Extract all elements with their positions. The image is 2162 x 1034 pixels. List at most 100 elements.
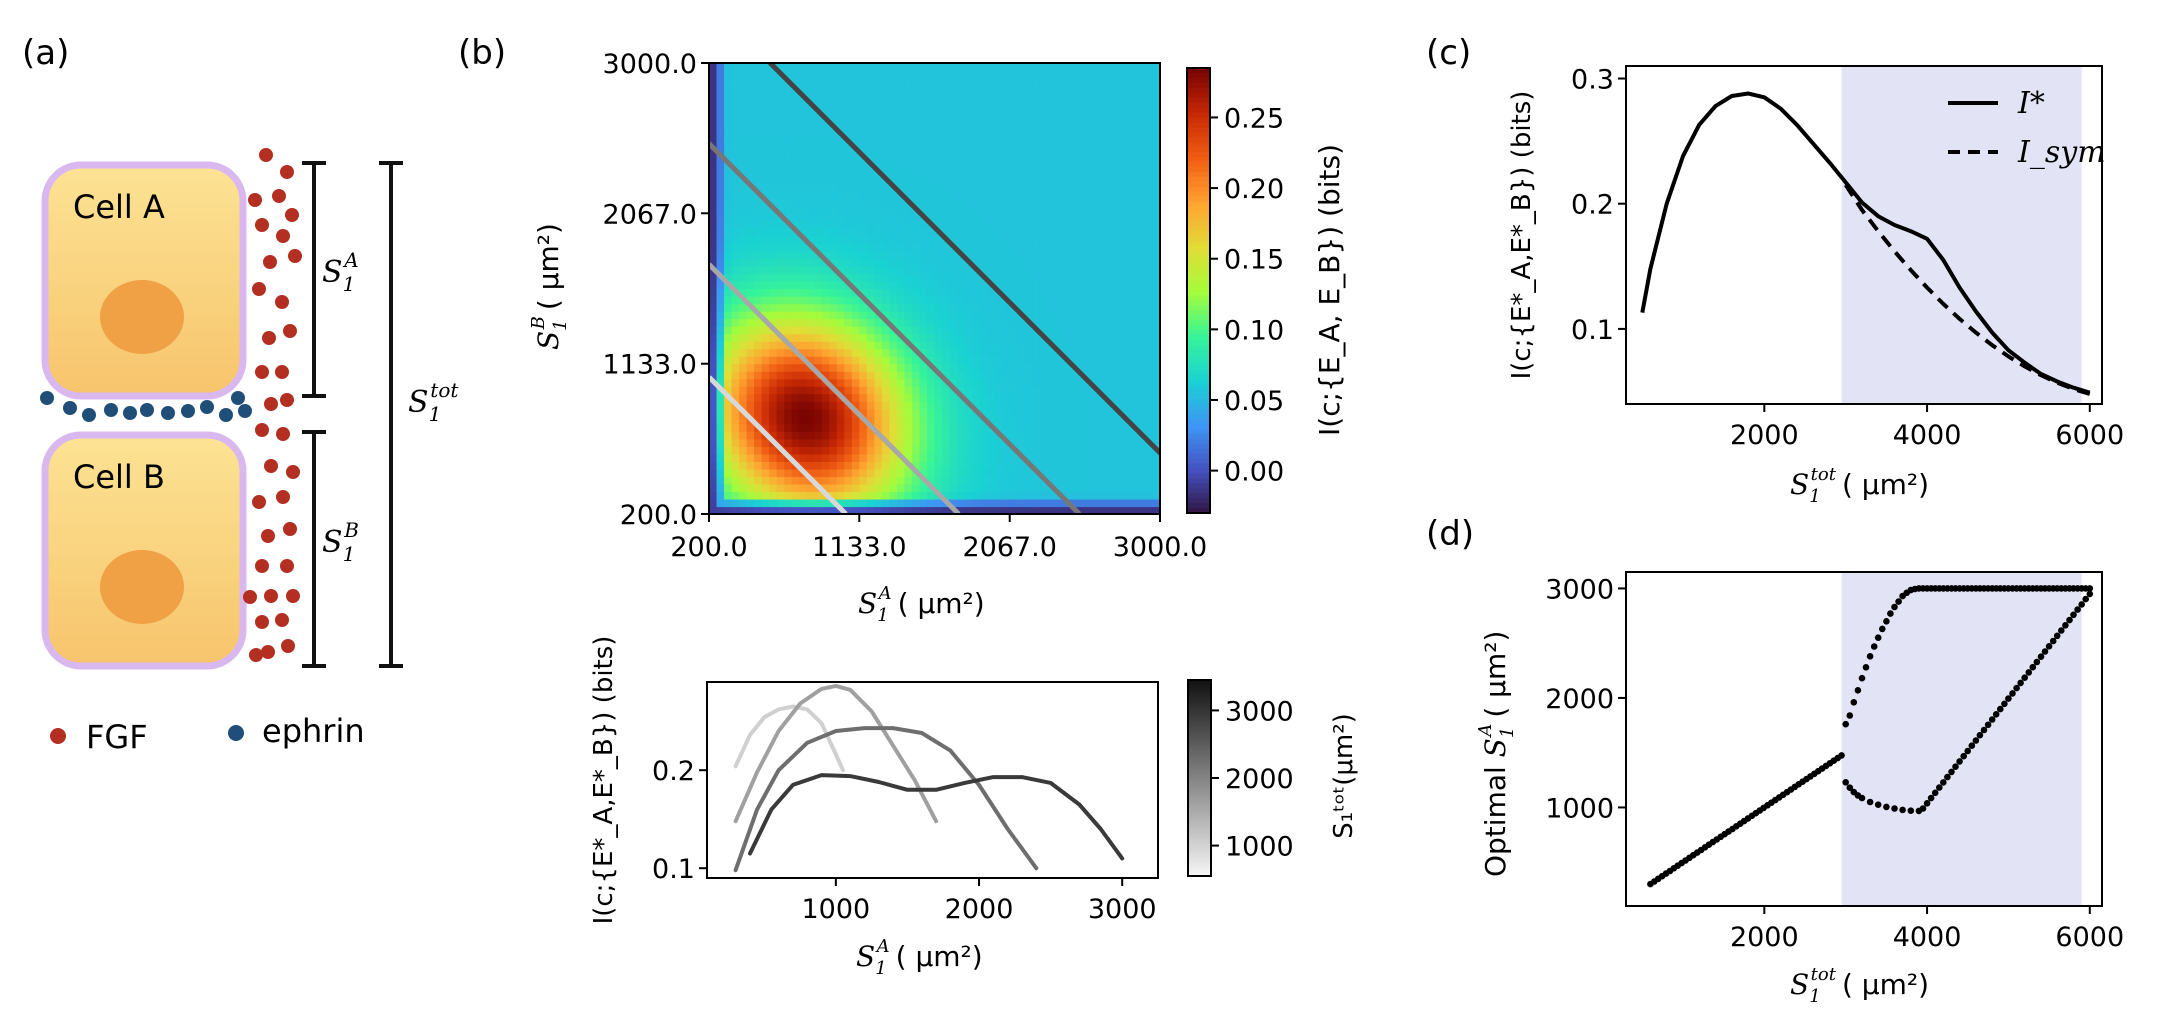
- heatmap-cell: [1062, 491, 1071, 500]
- heatmap-cell: [859, 348, 868, 357]
- heatmap-cell: [919, 228, 928, 237]
- panel-d-point: [2062, 622, 2069, 629]
- heatmap-cell: [1009, 483, 1018, 493]
- heatmap-cell: [911, 476, 921, 485]
- fgf-dot: [255, 423, 269, 437]
- heatmap-cell: [1122, 78, 1131, 87]
- heatmap-cell: [814, 153, 823, 162]
- heatmap-cell: [776, 205, 785, 214]
- panel-d-point: [2001, 700, 2008, 708]
- heatmap-cell: [979, 348, 988, 357]
- heatmap-cell: [1009, 498, 1018, 508]
- heatmap-cell: [1084, 498, 1093, 508]
- heatmap-cell: [851, 356, 860, 365]
- heatmap-cell: [724, 168, 733, 177]
- heatmap-cell: [904, 160, 913, 169]
- heatmap-cell: [1054, 393, 1063, 402]
- heatmap-cell: [904, 243, 913, 252]
- heatmap-cell: [1152, 205, 1160, 214]
- heatmap-cell: [987, 416, 996, 425]
- heatmap-cell: [979, 378, 988, 387]
- heatmap-cell: [926, 280, 936, 290]
- heatmap-cell: [791, 78, 800, 87]
- heatmap-cell: [814, 363, 823, 372]
- heatmap-cell: [724, 416, 733, 425]
- heatmap-cell: [1002, 153, 1011, 162]
- heatmap-cell: [926, 491, 936, 500]
- heatmap-cell: [964, 280, 973, 290]
- heatmap-cell: [829, 205, 838, 214]
- heatmap-cell: [844, 130, 853, 139]
- heatmap-cell: [866, 205, 875, 214]
- heatmap-cell: [716, 85, 725, 94]
- heatmap-cell: [964, 205, 973, 214]
- fgf-dot: [264, 397, 278, 411]
- heatmap-cell: [1114, 296, 1124, 305]
- heatmap-cell: [1107, 205, 1116, 214]
- heatmap-cell: [972, 85, 981, 94]
- heatmap-cell: [1122, 153, 1131, 162]
- heatmap-cell: [799, 363, 808, 372]
- heatmap-cell: [926, 506, 936, 514]
- heatmap-cell: [784, 130, 793, 139]
- heatmap-cell: [836, 401, 845, 410]
- heatmap-cell: [942, 70, 951, 79]
- heatmap-cell: [1009, 341, 1018, 350]
- heatmap-cell: [1032, 341, 1041, 350]
- heatmap-cell: [979, 258, 988, 267]
- heatmap-cell: [1129, 78, 1139, 87]
- heatmap-cell: [1062, 70, 1071, 79]
- heatmap-cell: [859, 446, 868, 455]
- heatmap-cell: [904, 265, 913, 275]
- heatmap-cell: [1009, 438, 1018, 447]
- heatmap-cell: [709, 198, 718, 207]
- heatmap-cell: [904, 168, 913, 177]
- heatmap-cell: [1039, 498, 1048, 508]
- heatmap-cell: [979, 303, 988, 312]
- heatmap-cell: [926, 371, 936, 380]
- heatmap-cell: [1002, 363, 1011, 372]
- heatmap-cell: [791, 250, 800, 260]
- heatmap-cell: [1062, 438, 1071, 447]
- heatmap-cell: [1077, 183, 1086, 192]
- heatmap-cell: [979, 145, 988, 154]
- heatmap-cell: [1047, 386, 1056, 395]
- bracket-s1a-label: S1A: [322, 248, 359, 296]
- heatmap-cell: [814, 446, 823, 455]
- heatmap-cell: [1054, 311, 1063, 320]
- heatmap-cell: [1099, 160, 1108, 169]
- heatmap-cell: [1017, 265, 1026, 275]
- heatmap-cell: [949, 280, 958, 290]
- heatmap-cell: [716, 258, 725, 267]
- heatmap-cell: [739, 333, 748, 342]
- heatmap-cell: [942, 123, 951, 132]
- heatmap-cell: [731, 333, 740, 342]
- heatmap-cell: [724, 108, 733, 117]
- heatmap-cell: [1099, 78, 1108, 87]
- heatmap-cell: [1017, 288, 1026, 297]
- heatmap-cell: [889, 363, 898, 372]
- heatmap-cell: [1032, 280, 1041, 290]
- panel-d-point: [2021, 674, 2028, 681]
- heatmap-cell: [776, 220, 785, 229]
- heatmap-cell: [746, 250, 755, 260]
- lines-colorbar-tick-label: 3000: [1225, 696, 1294, 727]
- heatmap-cell: [836, 371, 845, 380]
- bracket-s1b-label: S1B: [322, 518, 359, 566]
- heatmap-cell: [731, 386, 740, 395]
- heatmap-cell: [1092, 341, 1101, 350]
- heatmap-cell: [1009, 235, 1018, 244]
- heatmap-cell: [957, 498, 966, 508]
- heatmap-cell: [776, 393, 785, 402]
- heatmap-cell: [964, 220, 973, 229]
- heatmap-cell: [754, 348, 763, 357]
- heatmap-cell: [724, 70, 733, 79]
- heatmap-cell: [919, 160, 928, 169]
- heatmap-cell: [1032, 198, 1041, 207]
- heatmap-cell: [934, 498, 943, 508]
- heatmap-cell: [1152, 93, 1160, 102]
- heatmap-cell: [731, 453, 740, 462]
- heatmap-cell: [942, 363, 951, 372]
- heatmap-cell: [776, 235, 785, 244]
- heatmap-cell: [987, 318, 996, 327]
